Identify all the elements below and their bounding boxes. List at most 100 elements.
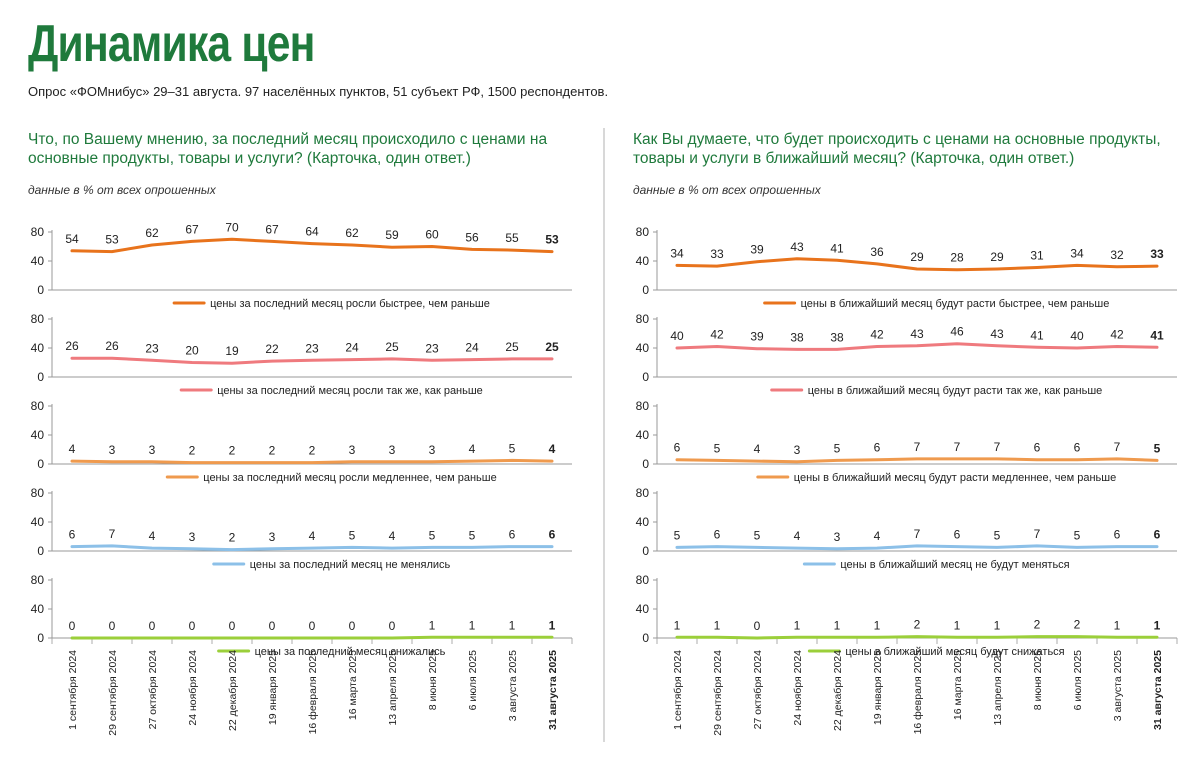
data-label: 62 <box>145 226 159 240</box>
data-label: 5 <box>714 441 721 455</box>
y-tick-label: 40 <box>636 428 650 442</box>
data-label: 67 <box>265 222 279 236</box>
data-label: 4 <box>309 529 316 543</box>
data-label: 6 <box>954 528 961 542</box>
x-tick-label: 29 сентября 2024 <box>107 650 119 736</box>
legend-label: цены за последний месяц росли так же, ка… <box>217 385 483 397</box>
data-label: 7 <box>1114 440 1121 454</box>
x-tick-label: 31 августа 2025 <box>547 650 559 730</box>
data-label: 29 <box>990 250 1004 264</box>
data-label: 38 <box>790 330 804 344</box>
y-tick-label: 80 <box>636 225 650 239</box>
x-tick-label: 31 августа 2025 <box>1152 650 1164 730</box>
data-label: 3 <box>349 443 356 457</box>
x-tick-label: 24 ноября 2024 <box>187 650 199 726</box>
legend-entry: цены в ближайший месяц не будут меняться <box>802 559 1070 571</box>
x-tick-label: 13 апреля 2025 <box>992 650 1004 726</box>
data-label: 0 <box>269 619 276 633</box>
data-label: 0 <box>309 619 316 633</box>
y-tick-label: 0 <box>37 544 44 558</box>
y-tick-label: 0 <box>37 457 44 471</box>
data-label: 5 <box>994 528 1001 542</box>
data-label: 36 <box>870 245 884 259</box>
y-tick-label: 80 <box>31 486 45 500</box>
x-tick-label: 16 февраля 2025 <box>307 650 319 735</box>
data-label: 6 <box>674 441 681 455</box>
data-label: 3 <box>189 530 196 544</box>
data-label: 0 <box>149 619 156 633</box>
x-tick-label: 19 января 2025 <box>872 650 884 725</box>
data-label: 5 <box>754 528 761 542</box>
data-label: 39 <box>750 243 764 257</box>
data-label: 34 <box>670 246 684 260</box>
data-label: 2 <box>309 444 316 458</box>
data-label: 7 <box>914 527 921 541</box>
x-tick-label: 16 февраля 2025 <box>912 650 924 735</box>
data-label: 29 <box>910 250 924 264</box>
data-label: 56 <box>465 230 479 244</box>
data-label: 26 <box>105 339 119 353</box>
data-label: 38 <box>830 330 844 344</box>
data-label: 1 <box>429 618 436 632</box>
data-label: 6 <box>874 441 881 455</box>
y-tick-label: 80 <box>636 312 650 326</box>
data-label: 1 <box>834 618 841 632</box>
data-label: 33 <box>710 247 724 261</box>
data-label: 1 <box>549 618 556 632</box>
data-label: 5 <box>469 528 476 542</box>
data-label: 1 <box>1154 618 1161 632</box>
x-tick-label: 1 сентября 2024 <box>672 650 684 730</box>
data-label: 41 <box>1150 328 1164 342</box>
data-label: 70 <box>225 220 239 234</box>
data-label: 40 <box>1070 329 1084 343</box>
data-label: 0 <box>229 619 236 633</box>
data-label: 53 <box>545 233 559 247</box>
data-label: 25 <box>545 340 559 354</box>
data-label: 7 <box>109 527 116 541</box>
series-line <box>675 457 1159 464</box>
legend-label: цены в ближайший месяц будут расти быстр… <box>801 298 1110 310</box>
x-tick-label: 6 июля 2025 <box>1072 650 1084 711</box>
y-tick-label: 40 <box>636 602 650 616</box>
data-label: 4 <box>794 529 801 543</box>
legend-entry: цены за последний месяц не менялись <box>212 559 451 571</box>
x-tick-label: 3 августа 2025 <box>1112 650 1124 721</box>
data-label: 2 <box>229 444 236 458</box>
legend-label: цены за последний месяц росли медленнее,… <box>203 472 496 484</box>
data-label: 23 <box>305 341 319 355</box>
data-label: 39 <box>750 330 764 344</box>
data-label: 1 <box>794 618 801 632</box>
y-tick-label: 80 <box>31 573 45 587</box>
series-line <box>70 635 554 640</box>
data-label: 4 <box>389 529 396 543</box>
x-tick-label: 8 июня 2025 <box>1032 650 1044 710</box>
data-label: 24 <box>345 341 359 355</box>
data-label: 1 <box>509 618 516 632</box>
data-label: 32 <box>1110 248 1124 262</box>
x-tick-label: 27 октября 2024 <box>147 650 159 730</box>
series-line <box>675 257 1159 272</box>
legend-entry: цены за последний месяц снижались <box>217 646 446 658</box>
legend-entry: цены в ближайший месяц будут расти так ж… <box>770 385 1103 397</box>
data-label: 41 <box>830 241 844 255</box>
legend-label: цены в ближайший месяц будут расти так ж… <box>808 385 1103 397</box>
data-label: 1 <box>714 618 721 632</box>
x-tick-label: 27 октября 2024 <box>752 650 764 730</box>
data-label: 41 <box>1030 328 1044 342</box>
series-line <box>70 544 554 552</box>
data-label: 3 <box>389 443 396 457</box>
data-label: 3 <box>149 443 156 457</box>
data-label: 5 <box>349 528 356 542</box>
question-right: Как Вы думаете, что будет происходить с … <box>633 131 1161 167</box>
data-label: 3 <box>109 443 116 457</box>
y-tick-label: 40 <box>31 515 45 529</box>
y-tick-label: 0 <box>37 631 44 645</box>
data-label: 2 <box>229 531 236 545</box>
x-tick-label: 16 марта 2025 <box>347 650 359 720</box>
x-tick-label: 6 июля 2025 <box>467 650 479 711</box>
data-label: 6 <box>509 528 516 542</box>
data-label: 42 <box>1110 328 1124 342</box>
y-tick-label: 40 <box>31 254 45 268</box>
data-label: 7 <box>914 440 921 454</box>
